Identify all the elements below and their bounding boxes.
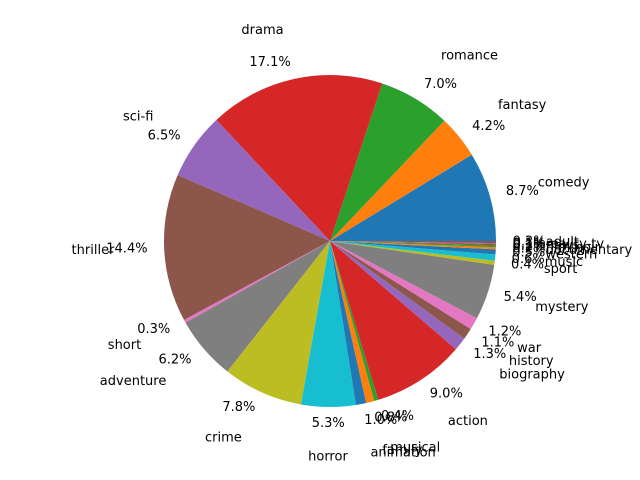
pie-slice-biography	[330, 241, 465, 350]
category-label-family: family	[382, 443, 422, 458]
category-label-drama: drama	[241, 23, 283, 38]
pie-slice-music	[330, 241, 496, 261]
pie-slice-sci-fi	[177, 119, 330, 241]
category-label-adult: adult	[546, 235, 579, 250]
category-label-short: short	[108, 338, 141, 353]
pie-slice-news	[330, 241, 496, 246]
category-label-adventure: adventure	[100, 374, 167, 389]
pie-slice-reality-tv	[330, 241, 496, 245]
category-label-music: music	[545, 255, 583, 270]
percent-label-adventure: 6.2%	[158, 353, 191, 368]
category-label-action: action	[448, 414, 488, 429]
category-label-thriller: thriller	[72, 243, 116, 258]
pie-slice-film-noir	[330, 241, 496, 248]
category-label-mystery: mystery	[535, 300, 589, 315]
percent-label-crime: 7.8%	[222, 400, 255, 415]
percent-label-war: 1.2%	[488, 324, 521, 339]
pie-slice-western	[330, 241, 496, 255]
pie-slice-horror	[300, 241, 356, 408]
percent-label-sport: 0.4%	[511, 258, 544, 273]
pie-slice-history	[330, 241, 471, 339]
category-label-fantasy: fantasy	[498, 98, 547, 113]
pie-slice-animation	[330, 241, 367, 405]
category-label-musical: musical	[390, 441, 440, 456]
percent-label-fantasy: 4.2%	[472, 119, 505, 134]
category-label-reality-tv: reality-tv	[546, 237, 605, 252]
percent-label-sci-fi: 6.5%	[148, 129, 181, 144]
pie-slice-short	[184, 241, 330, 323]
category-label-biography: biography	[499, 367, 565, 382]
percent-label-biography: 1.3%	[473, 347, 506, 362]
percent-label-comedy: 8.7%	[506, 184, 539, 199]
percent-label-family: 0.8%	[374, 411, 407, 426]
category-labels: comedy fantasy romance drama sci-fi thriller s…	[72, 23, 633, 465]
pie-slices	[163, 75, 497, 408]
pie-slice-family	[330, 241, 375, 403]
percent-label-action: 9.0%	[430, 386, 463, 401]
pie-slice-comedy	[330, 154, 496, 241]
percent-label-history: 1.1%	[481, 336, 514, 351]
category-label-comedy: comedy	[538, 175, 590, 190]
percent-label-drama: 17.1%	[249, 55, 290, 70]
category-label-horror: horror	[308, 449, 348, 464]
percent-label-film-noir: 0.2%	[513, 239, 546, 254]
pie-slice-war	[330, 241, 477, 330]
category-label-war: war	[517, 341, 542, 356]
pie-slice-sport	[330, 241, 495, 265]
percent-label-thriller: 14.4%	[106, 242, 147, 257]
pie-slice-mystery	[330, 241, 495, 319]
category-label-sci-fi: sci-fi	[123, 109, 153, 124]
percent-label-reality-tv: 0.1%	[513, 236, 546, 251]
pie-slice-crime	[227, 241, 330, 405]
percent-label-adult: 0.2%	[513, 235, 546, 250]
pie-slice-action	[330, 241, 456, 400]
category-label-crime: crime	[205, 430, 242, 445]
pie-slice-documentary	[330, 241, 496, 250]
pie-slice-fantasy	[330, 120, 472, 241]
percent-label-western: 0.5%	[512, 246, 545, 261]
percent-label-news: 0.1%	[513, 238, 546, 253]
percent-label-documentary: 0.2%	[512, 242, 545, 257]
pie-slice-musical	[330, 241, 379, 401]
percent-labels: 8.7% 4.2% 7.0% 17.1% 6.5% 14.4% 0.3% 6.2% 7.8% 5.…	[106, 55, 545, 431]
percent-label-music: 0.6%	[512, 252, 545, 267]
category-label-history: history	[509, 354, 554, 369]
category-label-documentary: documentary	[546, 243, 633, 258]
percent-label-short: 0.3%	[137, 322, 170, 337]
percent-label-horror: 5.3%	[312, 416, 345, 431]
pie-slice-thriller	[163, 175, 330, 321]
pie-slice-adult	[330, 241, 497, 244]
percent-label-musical: 0.4%	[381, 409, 414, 424]
pie-slice-drama	[216, 75, 383, 242]
category-label-animation: animation	[370, 445, 435, 460]
pie-slice-adventure	[185, 241, 330, 372]
category-label-western: western	[545, 248, 597, 263]
percent-label-mystery: 5.4%	[504, 290, 537, 305]
category-label-sport: sport	[544, 262, 577, 277]
percent-label-animation: 1.0%	[364, 413, 397, 428]
category-label-romance: romance	[441, 48, 498, 63]
pie-slice-romance	[330, 83, 445, 241]
category-label-film-noir: film-noir	[546, 240, 601, 255]
category-label-news: news	[546, 238, 580, 253]
percent-label-romance: 7.0%	[424, 77, 457, 92]
